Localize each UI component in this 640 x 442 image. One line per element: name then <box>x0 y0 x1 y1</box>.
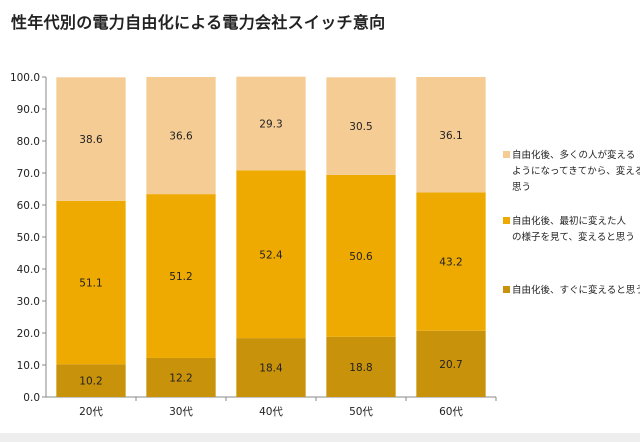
x-tick-label: 50代 <box>349 406 373 418</box>
data-label: 10.2 <box>79 376 102 388</box>
legend-label: 自由化後、多くの人が変える <box>512 149 635 161</box>
bar-segment <box>326 77 396 175</box>
data-label: 36.1 <box>439 130 462 142</box>
data-label: 43.2 <box>439 257 462 269</box>
data-label: 51.2 <box>169 271 192 283</box>
y-tick-label: 60.0 <box>17 200 40 212</box>
data-label: 12.2 <box>169 372 192 384</box>
footer-strip <box>0 433 640 442</box>
data-label: 52.4 <box>259 249 283 261</box>
bar-segment <box>326 174 396 337</box>
data-label: 51.1 <box>79 278 102 290</box>
x-tick-label: 40代 <box>259 406 283 418</box>
legend-label: の様子を見て、変えると思う <box>512 231 635 243</box>
x-tick-label: 60代 <box>439 406 463 418</box>
bar-segment <box>236 76 306 171</box>
bar-segment <box>416 77 486 193</box>
y-tick-label: 30.0 <box>17 296 40 308</box>
data-label: 38.6 <box>79 134 103 146</box>
bar-segment <box>146 77 216 195</box>
y-tick-label: 100.0 <box>10 72 40 84</box>
bar-segment <box>56 77 126 201</box>
legend-label: 自由化後、最初に変えた人 <box>512 215 627 227</box>
legend-label: ようになってきてから、変えると <box>512 165 640 177</box>
data-label: 18.8 <box>349 362 372 374</box>
data-label: 36.6 <box>169 131 193 143</box>
data-label: 29.3 <box>259 119 282 131</box>
bar-segment <box>416 330 486 397</box>
y-tick-label: 40.0 <box>17 264 40 276</box>
data-label: 50.6 <box>349 251 373 263</box>
bar-segment <box>236 170 306 339</box>
data-label: 30.5 <box>349 121 372 133</box>
y-tick-label: 70.0 <box>17 168 40 180</box>
data-label: 20.7 <box>439 359 462 371</box>
y-tick-label: 10.0 <box>17 360 40 372</box>
bar-segment <box>56 200 126 365</box>
legend-swatch <box>503 151 510 158</box>
chart-title: 性年代別の電力自由化による電力会社スイッチ意向 <box>11 13 386 32</box>
y-tick-label: 0.0 <box>23 392 40 404</box>
legend-label: 自由化後、すぐに変えると思う <box>512 284 640 296</box>
data-label: 18.4 <box>259 363 283 375</box>
legend-swatch <box>503 217 510 224</box>
y-tick-label: 80.0 <box>17 136 40 148</box>
x-tick-label: 30代 <box>169 406 193 418</box>
y-tick-label: 50.0 <box>17 232 40 244</box>
bar-segment <box>146 194 216 358</box>
bar-segment <box>56 364 126 397</box>
bar-segment <box>326 336 396 397</box>
bar-segment <box>416 192 486 331</box>
y-tick-label: 20.0 <box>17 328 40 340</box>
bar-segment <box>146 357 216 397</box>
bar-segment <box>236 338 306 397</box>
legend-label: 思う <box>512 182 531 193</box>
x-tick-label: 20代 <box>79 406 103 418</box>
y-tick-label: 90.0 <box>17 104 40 116</box>
legend-swatch <box>503 286 510 293</box>
